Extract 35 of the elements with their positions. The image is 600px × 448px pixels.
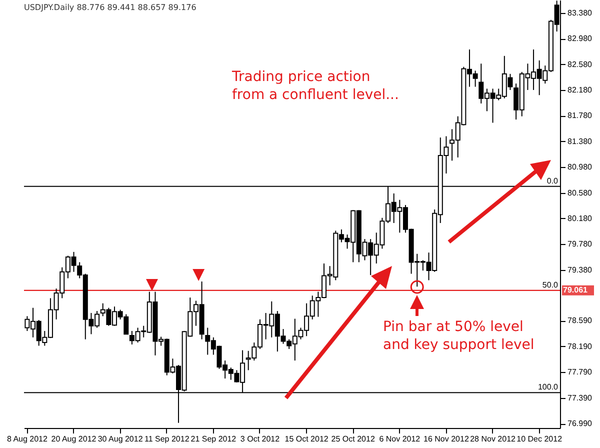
x-tick-label: 16 Nov 2012 xyxy=(424,434,470,444)
y-tick-label: 77.390 xyxy=(568,393,593,402)
y-tick-label: 82.180 xyxy=(568,85,593,94)
annotation: 0.0 xyxy=(546,176,559,186)
y-tick-label: 79.380 xyxy=(568,265,593,274)
x-tick-label: 15 Oct 2012 xyxy=(284,434,329,444)
x-tick-label: 21 Sep 2012 xyxy=(190,434,237,444)
ref-line-label: 79.061 xyxy=(563,285,588,294)
x-tick-label: 25 Oct 2012 xyxy=(331,434,376,444)
x-tick-label: 28 Nov 2012 xyxy=(470,434,516,444)
y-tick-label: 78.590 xyxy=(568,316,593,326)
annotation: 100.0 xyxy=(538,382,559,392)
y-tick-label: 78.190 xyxy=(568,342,593,351)
x-tick-label: 11 Sep 2012 xyxy=(144,434,190,444)
y-tick-label: 79.780 xyxy=(568,240,593,249)
annotation: 50.0 xyxy=(542,280,559,290)
x-tick-label: 8 Aug 2012 xyxy=(6,434,48,444)
y-tick-label: 81.780 xyxy=(568,111,593,120)
x-tick-label: 10 Dec 2012 xyxy=(516,434,563,444)
annotation: Pin bar at 50% level and key support level xyxy=(383,319,534,353)
x-tick-label: 6 Nov 2012 xyxy=(379,434,421,444)
annotation: Trading price action from a confluent level... xyxy=(231,69,399,103)
y-tick-label: 81.380 xyxy=(568,136,593,146)
x-tick-label: 3 Oct 2012 xyxy=(240,434,280,444)
y-tick-label: 77.790 xyxy=(568,368,593,377)
y-tick-label: 76.990 xyxy=(568,419,593,428)
chart-title: USDJPY.Daily 88.776 89.441 88.657 89.176 xyxy=(24,3,196,12)
y-tick-label: 80.980 xyxy=(568,162,593,172)
x-tick-label: 30 Aug 2012 xyxy=(98,434,144,444)
y-tick-label: 80.180 xyxy=(568,214,593,223)
x-tick-label: 20 Aug 2012 xyxy=(51,434,97,444)
y-tick-label: 80.580 xyxy=(568,188,593,198)
y-tick-label: 83.380 xyxy=(568,8,593,18)
y-tick-label: 82.580 xyxy=(568,60,593,69)
y-tick-label: 82.980 xyxy=(568,34,593,44)
